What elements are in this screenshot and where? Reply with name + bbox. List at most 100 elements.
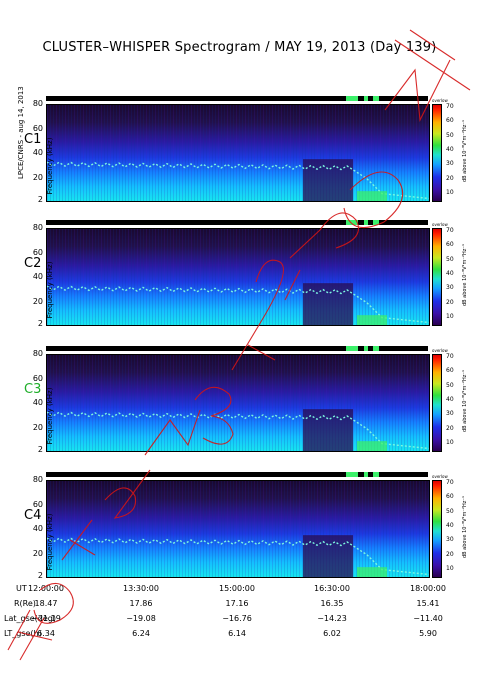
striation	[335, 105, 336, 201]
striation	[107, 481, 108, 577]
striation	[329, 355, 330, 451]
striation	[179, 105, 180, 201]
striation	[263, 481, 264, 577]
striation	[134, 105, 135, 201]
striation	[329, 105, 330, 201]
striation	[158, 355, 159, 451]
striation	[185, 355, 186, 451]
striation	[347, 229, 348, 325]
striation	[293, 481, 294, 577]
x-axis-value: −21.19	[31, 614, 61, 623]
striation	[140, 105, 141, 201]
striation	[203, 229, 204, 325]
striation	[107, 105, 108, 201]
page-title: CLUSTER–WHISPER Spectrogram / MAY 19, 20…	[42, 40, 437, 55]
striation	[188, 105, 189, 201]
striation	[137, 229, 138, 325]
striation	[248, 229, 249, 325]
striation	[404, 105, 405, 201]
striation	[338, 229, 339, 325]
y-tick-label: 40	[32, 272, 43, 282]
colorbar-tick-label: 60	[446, 117, 454, 125]
striation	[224, 355, 225, 451]
striation	[419, 355, 420, 451]
striation	[53, 105, 54, 201]
striation	[113, 481, 114, 577]
striation	[176, 105, 177, 201]
striation	[185, 229, 186, 325]
striation	[71, 229, 72, 325]
striation	[386, 105, 387, 201]
striation	[131, 229, 132, 325]
striation	[155, 105, 156, 201]
striation	[353, 105, 354, 201]
colorbar-tick-label: 20	[446, 174, 454, 182]
striation	[140, 481, 141, 577]
striation	[293, 229, 294, 325]
striation	[413, 481, 414, 577]
striation	[140, 355, 141, 451]
striation	[131, 481, 132, 577]
striation	[266, 105, 267, 201]
striation	[221, 229, 222, 325]
striation	[230, 105, 231, 201]
striation	[407, 229, 408, 325]
striation	[260, 355, 261, 451]
striation	[206, 229, 207, 325]
striation	[173, 355, 174, 451]
striation	[317, 229, 318, 325]
striation	[128, 355, 129, 451]
striation	[50, 481, 51, 577]
striation	[236, 481, 237, 577]
striation	[392, 105, 393, 201]
striation	[272, 355, 273, 451]
striation	[341, 105, 342, 201]
striation	[287, 229, 288, 325]
striation	[77, 355, 78, 451]
striation	[173, 105, 174, 201]
striation	[212, 105, 213, 201]
striation	[107, 355, 108, 451]
colorbar-header: overlow	[432, 348, 448, 353]
striation	[74, 355, 75, 451]
striation	[224, 481, 225, 577]
striation	[86, 105, 87, 201]
striation	[242, 355, 243, 451]
striation	[263, 355, 264, 451]
x-axis-value: 6.02	[323, 629, 341, 638]
colorbar-tick-label: 50	[446, 131, 454, 139]
striation	[62, 481, 63, 577]
striation	[323, 105, 324, 201]
striation	[176, 481, 177, 577]
striation	[119, 481, 120, 577]
striation	[209, 105, 210, 201]
striation	[212, 229, 213, 325]
colorbar-tick-label: 70	[446, 352, 454, 360]
striation	[47, 105, 48, 201]
striation	[275, 229, 276, 325]
striation	[173, 229, 174, 325]
colorbar-tick-label: 40	[446, 395, 454, 403]
striation	[122, 229, 123, 325]
striation	[233, 229, 234, 325]
striation	[143, 105, 144, 201]
striation	[215, 355, 216, 451]
striation	[311, 229, 312, 325]
striation	[425, 229, 426, 325]
status-bar-segment	[346, 346, 358, 351]
colorbar-tick-label: 60	[446, 241, 454, 249]
striation	[398, 229, 399, 325]
striation	[59, 229, 60, 325]
x-axis-value: 17.16	[225, 599, 249, 608]
spectrogram-c2	[46, 228, 430, 326]
striation	[128, 481, 129, 577]
striation	[275, 355, 276, 451]
y-tick-label: 60	[32, 373, 43, 383]
colorbar-tick-label: 40	[446, 145, 454, 153]
striation	[77, 481, 78, 577]
y-tick-label: 20	[32, 172, 43, 182]
striation	[344, 229, 345, 325]
striation	[302, 229, 303, 325]
striation	[245, 229, 246, 325]
striation	[68, 481, 69, 577]
